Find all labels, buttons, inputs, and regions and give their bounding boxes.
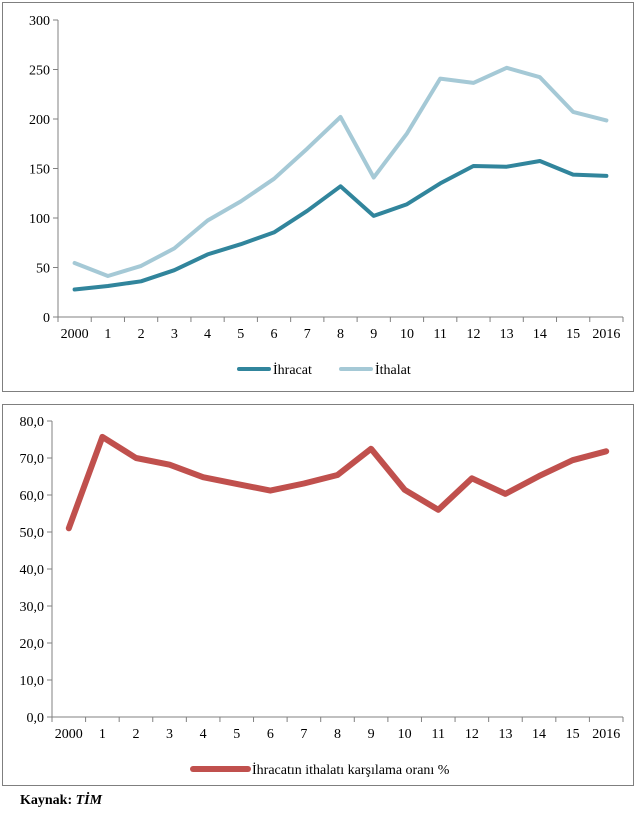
source-value: TİM xyxy=(75,793,103,808)
x-tick-label: 7 xyxy=(304,327,311,342)
y-tick-label: 250 xyxy=(29,64,50,79)
x-tick-label: 1 xyxy=(99,727,106,742)
x-tick-label: 11 xyxy=(432,727,445,742)
x-tick-label: 2 xyxy=(132,727,139,742)
x-tick-label: 14 xyxy=(533,327,547,342)
series-line-1 xyxy=(65,433,610,532)
chart-panel-coverage-ratio: 0,0 10,0 20,0 30,0 40,0 50,0 60,0 70,0 80,0 2000 1… xyxy=(2,404,634,786)
x-tick-label: 2000 xyxy=(61,327,89,342)
y-tick-label: 300 xyxy=(29,14,50,29)
y-tick-label: 200 xyxy=(29,113,50,128)
x-tick-label: 2016 xyxy=(592,727,620,742)
x-tick-label: 7 xyxy=(300,727,307,742)
y-tick-label: 10,0 xyxy=(20,674,45,689)
x-tick-label: 2000 xyxy=(55,727,83,742)
x-tick-label: 12 xyxy=(465,727,479,742)
y-tick-label: 0,0 xyxy=(27,711,45,726)
x-tick-label: 2 xyxy=(138,327,145,342)
legend-label-1: İhracatın ithalatı karşılama oranı % xyxy=(252,762,450,778)
source-note: Kaynak: TİM xyxy=(20,793,102,809)
x-tick-label: 15 xyxy=(566,327,580,342)
x-tick-label: 5 xyxy=(233,727,240,742)
y-tick-label: 30,0 xyxy=(20,600,45,615)
legend-label-2: İthalat xyxy=(375,362,411,378)
y-tick-label: 50 xyxy=(36,262,50,277)
x-tick-label: 8 xyxy=(334,727,341,742)
y-tick-label: 150 xyxy=(29,163,50,178)
x-tick-label: 9 xyxy=(370,327,377,342)
series-line-1 xyxy=(72,159,609,292)
x-tick-label: 13 xyxy=(498,727,512,742)
series-line-2 xyxy=(72,65,609,278)
legend-label-1: İhracat xyxy=(273,362,312,378)
x-tick-label: 14 xyxy=(532,727,546,742)
y-tick-label: 20,0 xyxy=(20,637,45,652)
y-tick-label: 60,0 xyxy=(20,489,45,504)
x-tick-label: 5 xyxy=(237,327,244,342)
x-tick-label: 1 xyxy=(104,327,111,342)
x-tick-label: 10 xyxy=(400,327,414,342)
x-tick-label: 6 xyxy=(267,727,274,742)
x-tick-label: 3 xyxy=(166,727,173,742)
x-tick-label: 6 xyxy=(271,327,278,342)
x-tick-label: 13 xyxy=(500,327,514,342)
y-tick-label: 100 xyxy=(29,212,50,227)
x-tick-label: 4 xyxy=(200,727,207,742)
x-tick-label: 10 xyxy=(398,727,412,742)
x-tick-label: 11 xyxy=(433,327,446,342)
y-tick-label: 80,0 xyxy=(20,415,45,430)
y-tick-label: 70,0 xyxy=(20,452,45,467)
x-tick-label: 2016 xyxy=(592,327,620,342)
x-tick-label: 15 xyxy=(566,727,580,742)
y-tick-label: 50,0 xyxy=(20,526,45,541)
y-tick-label: 40,0 xyxy=(20,563,45,578)
y-tick-label: 0 xyxy=(43,311,50,326)
x-tick-label: 12 xyxy=(466,327,480,342)
source-label: Kaynak: xyxy=(20,793,73,808)
coverage-ratio-chart: 0,0 10,0 20,0 30,0 40,0 50,0 60,0 70,0 80,0 2000 1… xyxy=(20,415,624,778)
x-tick-label: 4 xyxy=(204,327,211,342)
chart-panel-trade-values: 0 50 100 150 200 250 300 2000 1 2 3 4 5 6 7 8 9 10 11 12 13 1… xyxy=(2,2,634,392)
x-tick-label: 8 xyxy=(337,327,344,342)
x-tick-label: 9 xyxy=(368,727,375,742)
x-tick-label: 3 xyxy=(171,327,178,342)
